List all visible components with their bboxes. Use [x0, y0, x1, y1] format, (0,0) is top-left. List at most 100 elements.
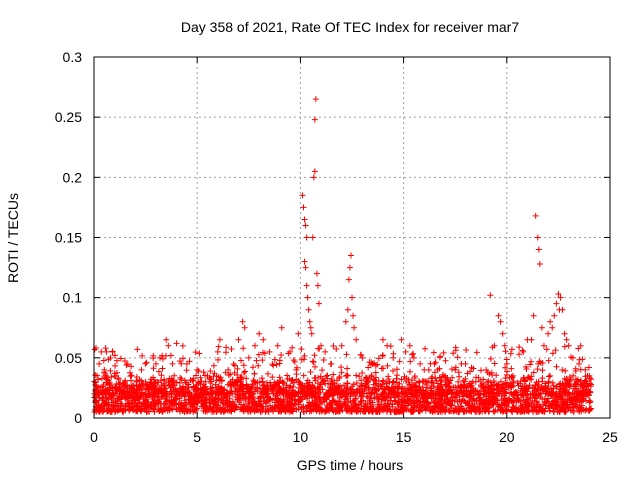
data-point: [533, 379, 540, 386]
data-point: [154, 397, 161, 404]
data-point: [497, 318, 504, 325]
data-point: [415, 398, 422, 405]
data-point: [344, 380, 351, 387]
data-point: [331, 389, 338, 396]
data-point: [300, 356, 307, 363]
data-point: [394, 372, 401, 379]
data-point: [477, 407, 484, 414]
data-point: [178, 376, 185, 383]
data-point: [526, 382, 533, 389]
data-point: [242, 368, 249, 375]
data-point: [428, 387, 435, 394]
data-point: [376, 404, 383, 411]
data-point: [150, 365, 157, 372]
data-point: [343, 351, 350, 358]
data-point: [534, 408, 541, 415]
data-point: [452, 364, 459, 371]
data-point: [428, 395, 435, 402]
data-point: [314, 282, 321, 289]
data-point: [366, 359, 373, 366]
data-point: [482, 401, 489, 408]
y-tick-label: 0.15: [55, 230, 82, 246]
data-point: [143, 359, 150, 366]
data-point: [489, 372, 496, 379]
data-point: [194, 366, 201, 373]
data-point: [350, 312, 357, 319]
data-point: [298, 346, 305, 353]
data-point: [528, 403, 535, 410]
data-point: [566, 374, 573, 381]
data-point: [96, 360, 103, 367]
data-point: [558, 406, 565, 413]
data-point: [503, 383, 510, 390]
data-point: [230, 361, 237, 368]
data-point: [414, 402, 421, 409]
data-point: [210, 373, 217, 380]
data-point: [530, 312, 537, 319]
data-point: [410, 354, 417, 361]
data-point: [224, 401, 231, 408]
data-point: [503, 360, 510, 367]
data-point: [216, 336, 223, 343]
data-point: [516, 351, 523, 358]
data-point: [525, 374, 532, 381]
data-point: [313, 270, 320, 277]
data-point: [534, 366, 541, 373]
data-point: [559, 306, 566, 313]
data-point: [136, 400, 143, 407]
data-point: [305, 384, 312, 391]
data-point: [207, 376, 214, 383]
data-point: [528, 373, 535, 380]
data-point: [216, 377, 223, 384]
data-point: [469, 384, 476, 391]
data-point: [215, 343, 222, 350]
data-point: [396, 358, 403, 365]
data-point: [278, 324, 285, 331]
data-point: [340, 390, 347, 397]
data-point: [358, 377, 365, 384]
data-point: [209, 390, 216, 397]
data-point: [319, 367, 326, 374]
data-point: [515, 382, 522, 389]
data-point: [536, 404, 543, 411]
data-point: [246, 390, 253, 397]
data-point: [495, 312, 502, 319]
data-point: [301, 258, 308, 265]
data-point: [509, 408, 516, 415]
x-axis-label: GPS time / hours: [297, 457, 404, 473]
data-point: [113, 381, 120, 388]
data-point: [157, 354, 164, 361]
data-point: [97, 384, 104, 391]
y-tick-label: 0.3: [63, 49, 83, 65]
data-point: [102, 390, 109, 397]
data-point: [176, 386, 183, 393]
data-point: [306, 379, 313, 386]
data-point: [566, 391, 573, 398]
data-point: [138, 366, 145, 373]
data-point: [579, 356, 586, 363]
data-point: [443, 390, 450, 397]
data-point: [179, 404, 186, 411]
data-point: [508, 407, 515, 414]
data-point: [199, 386, 206, 393]
data-point: [510, 390, 517, 397]
data-point: [190, 408, 197, 415]
data-point: [557, 294, 564, 301]
data-point: [489, 382, 496, 389]
data-point: [537, 359, 544, 366]
data-point: [585, 364, 592, 371]
data-point: [236, 395, 243, 402]
data-point: [419, 406, 426, 413]
data-point: [234, 365, 241, 372]
data-point: [347, 252, 354, 259]
data-point: [197, 374, 204, 381]
data-point: [127, 373, 134, 380]
data-point: [466, 382, 473, 389]
data-point: [95, 402, 102, 409]
data-point: [470, 396, 477, 403]
data-point: [452, 344, 459, 351]
data-point: [479, 398, 486, 405]
data-point: [370, 405, 377, 412]
data-point: [570, 372, 577, 379]
data-point: [311, 352, 318, 359]
